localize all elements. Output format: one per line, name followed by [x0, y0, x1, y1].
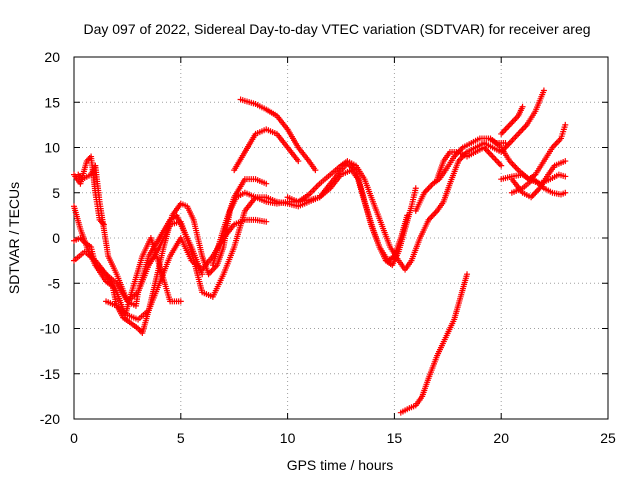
y-tick-label: -5: [48, 275, 61, 291]
data-point: [519, 103, 526, 110]
data-point: [562, 121, 569, 128]
series-arc-15: [498, 103, 526, 137]
series-arc-13: [434, 144, 505, 183]
series-arc-9: [237, 96, 319, 174]
y-axis-label: SDTVAR / TECUs: [6, 182, 22, 294]
y-tick-label: 10: [44, 140, 60, 156]
data-point: [263, 180, 270, 187]
y-tick-label: 20: [44, 49, 60, 65]
x-tick-label: 20: [493, 430, 509, 446]
y-tick-label: 5: [52, 185, 60, 201]
series-arc-5: [71, 160, 411, 305]
data-point: [404, 212, 411, 219]
x-tick-label: 10: [280, 430, 296, 446]
y-tick-label: 0: [52, 230, 60, 246]
data-point: [502, 139, 509, 146]
grid-lines: [74, 57, 608, 419]
series-arc-8: [231, 126, 302, 174]
x-tick-label: 0: [70, 430, 78, 446]
chart-title: Day 097 of 2022, Sidereal Day-to-day VTE…: [83, 21, 590, 37]
data-point: [540, 87, 547, 94]
data-point: [263, 218, 270, 225]
data-point: [498, 162, 505, 169]
data-point: [562, 158, 569, 165]
series-arc-18: [508, 176, 569, 198]
data-point: [177, 298, 184, 305]
data-point: [464, 271, 471, 278]
data-points: [71, 87, 569, 416]
x-axis-label: GPS time / hours: [287, 457, 394, 473]
x-tick-label: 15: [387, 430, 403, 446]
data-point: [562, 189, 569, 196]
axis-ticks: 0 5 10 15 20 25 -20 -15 -10 -5 0 5 10 15 20: [40, 49, 616, 446]
data-point: [312, 167, 319, 174]
y-tick-label: 15: [44, 94, 60, 110]
series-arc-7: [209, 176, 270, 269]
y-tick-label: -15: [40, 366, 60, 382]
series-arc-6: [103, 216, 270, 323]
series-arc-10: [284, 87, 547, 273]
series-arc-11: [397, 271, 471, 416]
data-point: [295, 158, 302, 165]
data-point: [412, 185, 419, 192]
y-tick-label: -20: [40, 411, 60, 427]
y-tick-label: -10: [40, 321, 60, 337]
data-point: [562, 173, 569, 180]
x-tick-label: 5: [177, 430, 185, 446]
x-tick-label: 25: [600, 430, 616, 446]
